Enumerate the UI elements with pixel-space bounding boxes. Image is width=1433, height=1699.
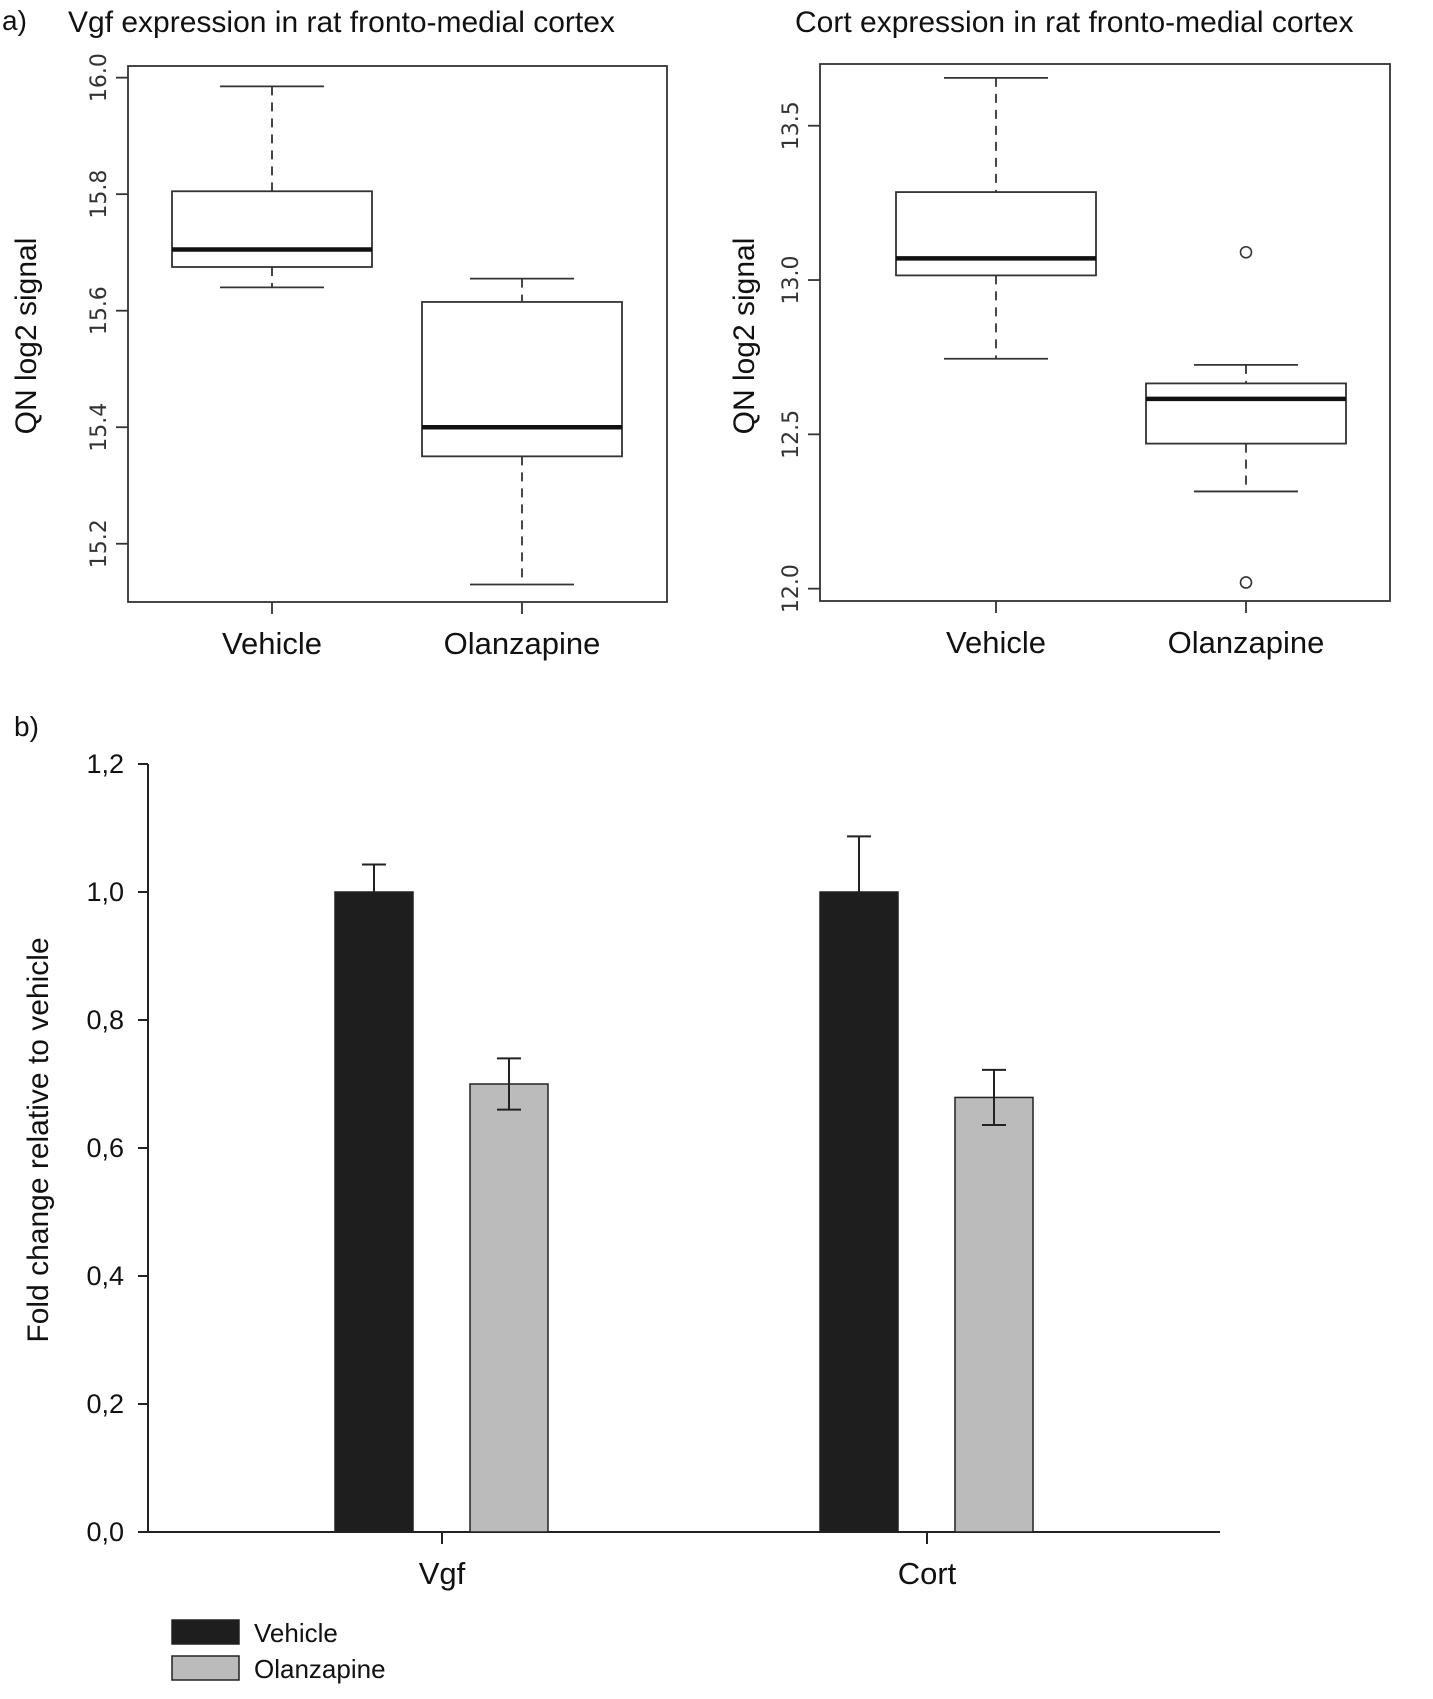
bar — [954, 1096, 1034, 1533]
iqr-box — [1145, 382, 1347, 445]
x-tick-label: Vgf — [419, 1556, 466, 1591]
cort-x-ticks: Vehicle Olanzapine — [946, 601, 1324, 660]
bar-y-ticks: 0,0 0,2 0,4 0,6 0,8 1,0 1,2 — [86, 749, 148, 1547]
outlier-point — [1239, 245, 1253, 259]
vgf-y-axis-label: QN log2 signal — [10, 238, 43, 435]
x-tick-label: Vehicle — [946, 625, 1046, 660]
bar-y-axis-label: Fold change relative to vehicle — [22, 937, 55, 1342]
y-tick-label: 0,2 — [86, 1389, 124, 1419]
y-tick-label: 0,8 — [86, 1005, 124, 1035]
y-tick-label: 0,4 — [86, 1261, 124, 1291]
cort-boxplot-title: Cort expression in rat fronto-medial cor… — [795, 6, 1354, 39]
y-tick-label: 15.6 — [87, 286, 112, 335]
bar-legend: Vehicle Olanzapine — [171, 1618, 386, 1684]
legend-swatch — [171, 1655, 240, 1681]
vgf-boxes — [171, 85, 623, 586]
y-tick-label: 15.4 — [87, 403, 112, 452]
bar — [819, 891, 899, 1533]
bar — [469, 1083, 549, 1533]
vgf-plot-frame — [127, 65, 668, 603]
vgf-x-ticks: Vehicle Olanzapine — [222, 602, 600, 661]
y-tick-label: 1,2 — [86, 749, 124, 779]
panel-label-b: b) — [14, 711, 39, 742]
bar — [334, 891, 414, 1533]
y-tick-label: 15.8 — [87, 170, 112, 219]
vgf-y-ticks: 15.2 15.4 15.6 15.8 16.0 — [87, 53, 128, 568]
vgf-boxplot-title: Vgf expression in rat fronto-medial cort… — [68, 6, 615, 39]
y-tick-label: 16.0 — [87, 53, 112, 102]
cort-y-axis-label: QN log2 signal — [728, 238, 761, 435]
iqr-box — [171, 190, 373, 268]
fold-change-bar-chart: Fold change relative to vehicle 0,00,20,… — [22, 749, 1220, 1684]
y-tick-label: 15.2 — [87, 519, 112, 568]
legend-label: Vehicle — [254, 1618, 338, 1648]
x-tick-label: Olanzapine — [444, 626, 601, 661]
x-tick-label: Olanzapine — [1168, 625, 1325, 660]
panel-label-a: a) — [2, 5, 27, 36]
x-tick-label: Vehicle — [222, 626, 322, 661]
cort-boxplot: Cort expression in rat fronto-medial cor… — [728, 6, 1391, 660]
y-tick-label: 0,0 — [86, 1517, 124, 1547]
vgf-boxplot: Vgf expression in rat fronto-medial cort… — [10, 6, 668, 661]
outlier-point — [1239, 576, 1253, 589]
y-tick-label: 12.5 — [779, 410, 804, 459]
y-tick-label: 13.0 — [779, 256, 804, 305]
y-tick-label: 0,6 — [86, 1133, 124, 1163]
bar-series — [334, 835, 1034, 1533]
x-tick-label: Cort — [898, 1556, 957, 1591]
y-tick-label: 12.0 — [779, 564, 804, 613]
cort-y-ticks: 12.0 12.5 13.0 13.5 — [779, 101, 820, 613]
y-tick-label: 1,0 — [86, 877, 124, 907]
legend-swatch — [171, 1619, 240, 1645]
cort-boxes — [895, 76, 1347, 589]
iqr-box — [421, 301, 623, 458]
legend-label: Olanzapine — [254, 1654, 386, 1684]
cort-plot-frame — [819, 63, 1391, 602]
iqr-box — [895, 191, 1097, 277]
bar-x-ticks: Vgf Cort — [419, 1532, 957, 1591]
y-tick-label: 13.5 — [779, 101, 804, 150]
